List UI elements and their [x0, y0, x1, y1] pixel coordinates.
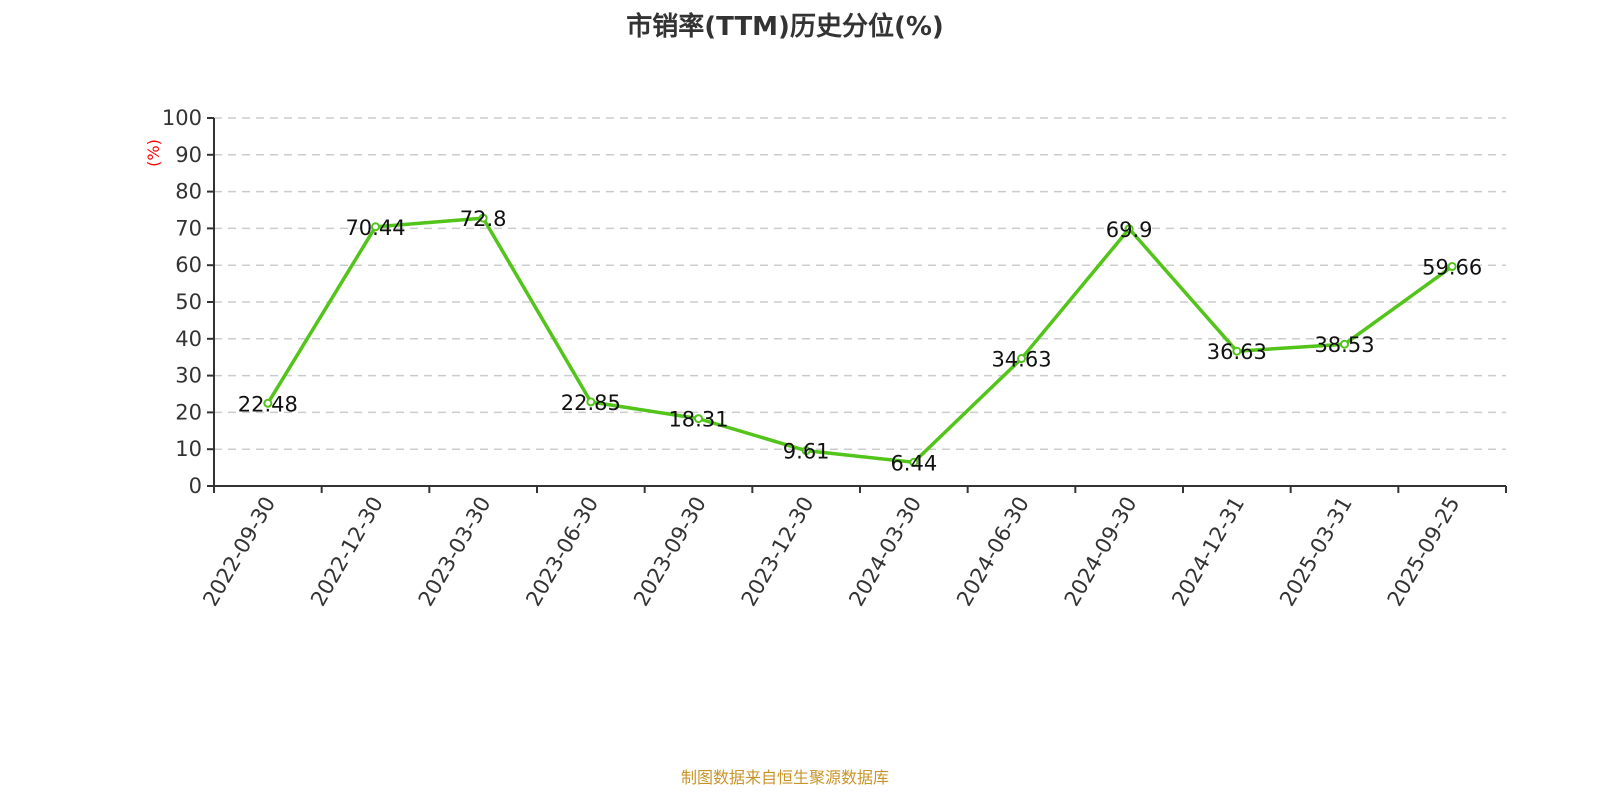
data-point: [801, 446, 811, 456]
y-tick-label: 0: [189, 474, 202, 498]
data-label: 22.85: [561, 391, 621, 415]
data-point: [263, 398, 273, 408]
data-point: [371, 222, 380, 232]
x-tick-label: 2022-09-30: [198, 493, 280, 611]
data-label: 59.66: [1422, 255, 1482, 279]
y-tick-label: 40: [175, 327, 202, 351]
series-line: [266, 216, 1454, 465]
data-point: [909, 457, 919, 467]
data-point: [478, 213, 488, 223]
data-point: [1447, 261, 1457, 271]
y-tick-label: 10: [175, 437, 202, 461]
data-label: 36.63: [1207, 340, 1267, 364]
y-tick-label: 100: [162, 106, 202, 130]
y-tick-label: 60: [175, 253, 202, 277]
data-label: 38.53: [1314, 333, 1374, 357]
x-tick-label: 2024-12-31: [1167, 493, 1249, 611]
data-label: 34.63: [991, 348, 1051, 372]
x-tick-label: 2022-12-30: [306, 493, 388, 611]
data-point: [1340, 339, 1349, 349]
y-axis-label: (%): [144, 139, 163, 167]
data-point: [586, 397, 596, 407]
data-label: 22.48: [238, 392, 298, 416]
data-point: [1017, 354, 1026, 364]
data-label: 69.9: [1106, 218, 1153, 242]
x-tick-label: 2023-09-30: [629, 493, 711, 611]
data-label: 18.31: [668, 408, 728, 432]
x-tick-label: 2024-03-30: [844, 493, 926, 611]
y-tick-label: 30: [175, 364, 202, 388]
y-tick-label: 20: [175, 400, 202, 424]
data-point: [1124, 224, 1134, 234]
x-tick-label: 2023-03-30: [414, 493, 496, 611]
x-tick-label: 2023-06-30: [521, 493, 603, 611]
chart-title: 市销率(TTM)历史分位(%): [626, 12, 944, 42]
y-tick-label: 90: [175, 143, 202, 167]
y-tick-label: 50: [175, 290, 202, 314]
x-tick-label: 2025-09-25: [1383, 493, 1465, 611]
data-point: [1232, 346, 1242, 356]
data-label: 9.61: [783, 440, 830, 464]
data-source-note: 制图数据来自恒生聚源数据库: [680, 768, 889, 787]
y-tick-label: 70: [175, 216, 202, 240]
y-tick-label: 80: [175, 180, 202, 204]
x-tick-label: 2024-09-30: [1060, 493, 1142, 611]
x-tick-label: 2025-03-31: [1275, 493, 1357, 611]
x-tick-label: 2024-06-30: [952, 493, 1034, 611]
x-tick-label: 2023-12-30: [737, 493, 819, 611]
data-label: 72.8: [460, 207, 507, 231]
data-label: 70.44: [345, 216, 405, 240]
data-label: 6.44: [890, 451, 937, 475]
data-point: [694, 414, 703, 424]
